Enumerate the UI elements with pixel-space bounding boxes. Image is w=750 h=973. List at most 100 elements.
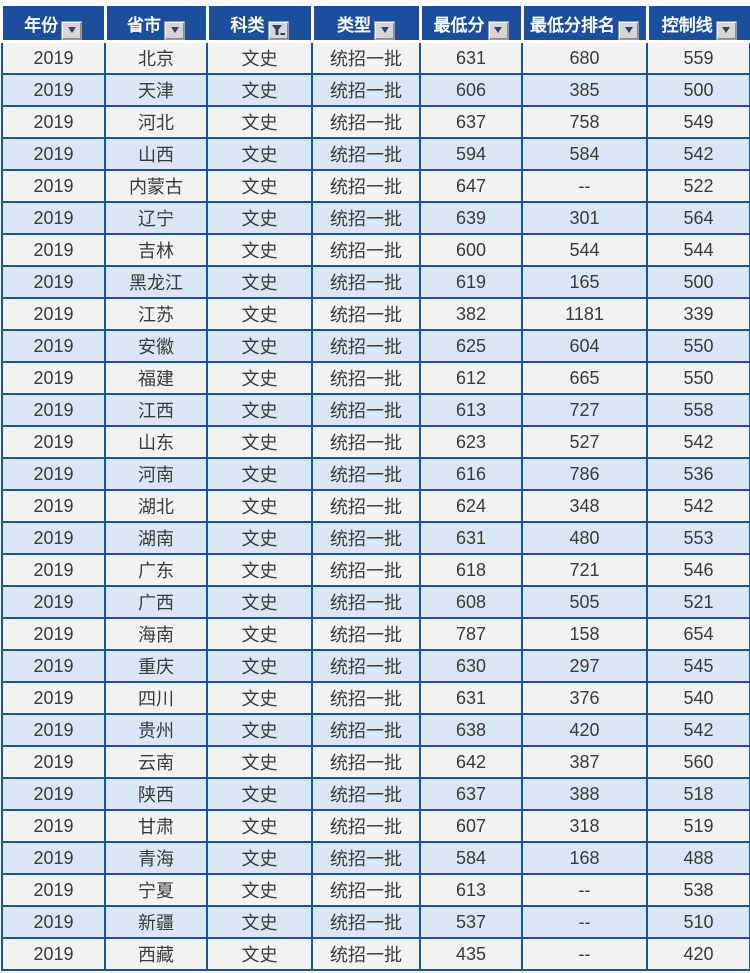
cell-year: 2019 [1,265,106,299]
cell-min-score: 637 [419,777,523,811]
filter-dropdown-button[interactable] [715,20,737,39]
cell-min-score: 606 [419,73,523,107]
cell-year: 2019 [1,713,106,747]
filter-dropdown-button[interactable] [374,20,395,39]
cell-min-score-rank: -- [521,169,648,203]
cell-type: 统招一批 [311,905,421,939]
cell-min-score-rank: 665 [521,361,648,395]
cell-type: 统招一批 [311,297,421,331]
cell-subject: 文史 [206,169,313,203]
table-row: 2019 广东 文史 统招一批 618 721 546 [1,553,750,587]
cell-type: 统招一批 [311,105,421,139]
cell-control-line: 510 [646,905,750,939]
dropdown-arrow-icon [170,27,179,33]
table-row: 2019 湖北 文史 统招一批 624 348 542 [1,489,750,523]
cell-min-score: 616 [419,457,523,491]
table-row: 2019 云南 文史 统招一批 642 387 560 [1,745,750,779]
cell-province: 重庆 [104,649,208,683]
table-row: 2019 辽宁 文史 统招一批 639 301 564 [1,201,750,235]
cell-min-score-rank: 387 [521,745,648,779]
cell-province: 江苏 [104,297,208,331]
cell-province: 陕西 [104,777,208,811]
cell-type: 统招一批 [311,40,421,75]
cell-min-score-rank: 680 [521,40,648,75]
table-row: 2019 江西 文史 统招一批 613 727 558 [1,393,750,427]
filter-dropdown-button[interactable] [61,20,83,39]
column-header-label: 省市 [127,15,161,35]
cell-year: 2019 [1,585,106,619]
column-header-label: 类型 [337,15,371,35]
dropdown-arrow-icon [722,27,731,33]
cell-min-score: 639 [419,201,523,235]
cell-subject: 文史 [206,873,313,907]
cell-type: 统招一批 [311,649,421,683]
table-row: 2019 贵州 文史 统招一批 638 420 542 [1,713,750,747]
dropdown-arrow-icon [624,27,633,33]
cell-min-score: 623 [419,425,523,459]
cell-min-score: 613 [419,393,523,427]
table-row: 2019 天津 文史 统招一批 606 385 500 [1,73,750,107]
column-header-label: 控制线 [661,15,713,35]
filter-dropdown-button[interactable] [164,20,185,39]
cell-min-score: 594 [419,137,523,171]
cell-subject: 文史 [206,617,313,651]
filter-dropdown-button[interactable] [618,20,639,39]
filter-applied-button[interactable] [267,20,289,39]
column-header-min-score: 最低分 [418,6,524,43]
cell-province: 安徽 [104,329,208,363]
cell-min-score: 618 [419,553,523,587]
cell-subject: 文史 [206,521,313,555]
cell-province: 河南 [104,457,208,491]
cell-control-line: 654 [646,617,750,651]
cell-year: 2019 [1,137,106,171]
cell-min-score-rank: 544 [521,233,648,267]
cell-min-score: 630 [419,649,523,683]
cell-subject: 文史 [206,393,313,427]
cell-type: 统招一批 [311,521,421,555]
cell-control-line: 545 [646,649,750,683]
cell-subject: 文史 [206,265,313,299]
table-row: 2019 内蒙古 文史 统招一批 647 -- 522 [1,169,750,203]
cell-min-score: 637 [419,105,523,139]
column-header-control-line: 控制线 [645,6,750,43]
table-row: 2019 海南 文史 统招一批 787 158 654 [1,617,750,651]
cell-subject: 文史 [206,73,313,107]
cell-province: 北京 [104,40,208,75]
cell-subject: 文史 [206,489,313,523]
cell-min-score: 600 [419,233,523,267]
cell-control-line: 540 [646,681,750,715]
cell-min-score-rank: 297 [521,649,648,683]
cell-year: 2019 [1,393,106,427]
table-row: 2019 山东 文史 统招一批 623 527 542 [1,425,750,459]
cell-control-line: 542 [646,425,750,459]
cell-type: 统招一批 [311,233,421,267]
cell-subject: 文史 [206,681,313,715]
cell-min-score-rank: 388 [521,777,648,811]
cell-subject: 文史 [206,105,313,139]
filter-dropdown-button[interactable] [487,20,509,39]
cell-control-line: 542 [646,713,750,747]
cell-province: 吉林 [104,233,208,267]
cell-min-score-rank: 786 [521,457,648,491]
cell-province: 湖南 [104,521,208,555]
table-row: 2019 四川 文史 统招一批 631 376 540 [1,681,750,715]
cell-min-score: 608 [419,585,523,619]
cell-type: 统招一批 [311,713,421,747]
cell-province: 甘肃 [104,809,208,843]
column-header-label: 最低分排名 [530,15,615,35]
cell-control-line: 538 [646,873,750,907]
cell-min-score: 647 [419,169,523,203]
cell-year: 2019 [1,553,106,587]
cell-year: 2019 [1,777,106,811]
cell-control-line: 500 [646,73,750,107]
table-row: 2019 吉林 文史 统招一批 600 544 544 [1,233,750,267]
cell-province: 四川 [104,681,208,715]
cell-control-line: 544 [646,233,750,267]
table-row: 2019 青海 文史 统招一批 584 168 488 [1,841,750,875]
cell-min-score-rank: 158 [521,617,648,651]
column-header-province: 省市 [103,6,209,43]
column-header-min-score-rank: 最低分排名 [520,6,649,43]
table-row: 2019 河南 文史 统招一批 616 786 536 [1,457,750,491]
dropdown-arrow-icon [380,27,389,33]
cell-subject: 文史 [206,553,313,587]
